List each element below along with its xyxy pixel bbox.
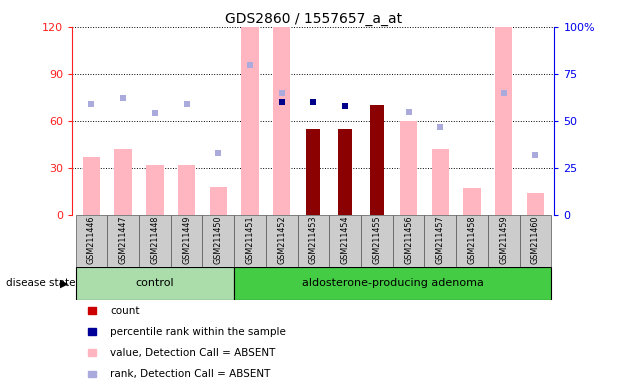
- Bar: [146, 165, 164, 215]
- Text: rank, Detection Call = ABSENT: rank, Detection Call = ABSENT: [110, 369, 271, 379]
- Text: value, Detection Call = ABSENT: value, Detection Call = ABSENT: [110, 348, 276, 358]
- Bar: [234, 215, 266, 267]
- Bar: [392, 215, 425, 267]
- Text: GSM211452: GSM211452: [277, 215, 286, 264]
- Bar: [432, 149, 449, 215]
- Bar: [202, 215, 234, 267]
- Title: GDS2860 / 1557657_a_at: GDS2860 / 1557657_a_at: [225, 12, 402, 26]
- Bar: [329, 215, 361, 267]
- Text: GSM211453: GSM211453: [309, 216, 318, 264]
- Bar: [520, 215, 551, 267]
- Bar: [115, 149, 132, 215]
- Bar: [297, 215, 329, 267]
- Text: GSM211456: GSM211456: [404, 216, 413, 264]
- Text: GSM211449: GSM211449: [182, 216, 191, 264]
- Bar: [306, 129, 321, 215]
- Text: GSM211455: GSM211455: [372, 215, 381, 264]
- Bar: [266, 215, 297, 267]
- Text: ▶: ▶: [60, 278, 68, 288]
- Text: GSM211451: GSM211451: [246, 216, 255, 264]
- Bar: [76, 215, 107, 267]
- Bar: [425, 215, 456, 267]
- Text: GSM211447: GSM211447: [118, 216, 128, 264]
- Text: GSM211459: GSM211459: [499, 215, 508, 264]
- Text: GSM211450: GSM211450: [214, 216, 223, 264]
- Text: GSM211454: GSM211454: [341, 216, 350, 264]
- Text: GSM211458: GSM211458: [467, 216, 476, 264]
- Bar: [234, 267, 551, 300]
- Bar: [83, 157, 100, 215]
- Text: percentile rank within the sample: percentile rank within the sample: [110, 327, 286, 337]
- Text: GSM211446: GSM211446: [87, 216, 96, 264]
- Text: count: count: [110, 306, 140, 316]
- Bar: [400, 121, 417, 215]
- Bar: [171, 215, 202, 267]
- Text: GSM211448: GSM211448: [151, 216, 159, 264]
- Text: aldosterone-producing adenoma: aldosterone-producing adenoma: [302, 278, 484, 288]
- Bar: [338, 129, 352, 215]
- Bar: [178, 165, 195, 215]
- Text: control: control: [135, 278, 175, 288]
- Text: disease state: disease state: [6, 278, 76, 288]
- Bar: [107, 215, 139, 267]
- Text: GSM211457: GSM211457: [436, 215, 445, 264]
- Bar: [370, 105, 384, 215]
- Bar: [241, 27, 259, 215]
- Bar: [139, 215, 171, 267]
- Bar: [273, 27, 290, 215]
- Bar: [463, 189, 481, 215]
- Bar: [495, 27, 512, 215]
- Bar: [488, 215, 520, 267]
- Bar: [456, 215, 488, 267]
- Bar: [527, 193, 544, 215]
- Bar: [361, 215, 392, 267]
- Text: GSM211460: GSM211460: [531, 216, 540, 264]
- Bar: [76, 267, 234, 300]
- Bar: [210, 187, 227, 215]
